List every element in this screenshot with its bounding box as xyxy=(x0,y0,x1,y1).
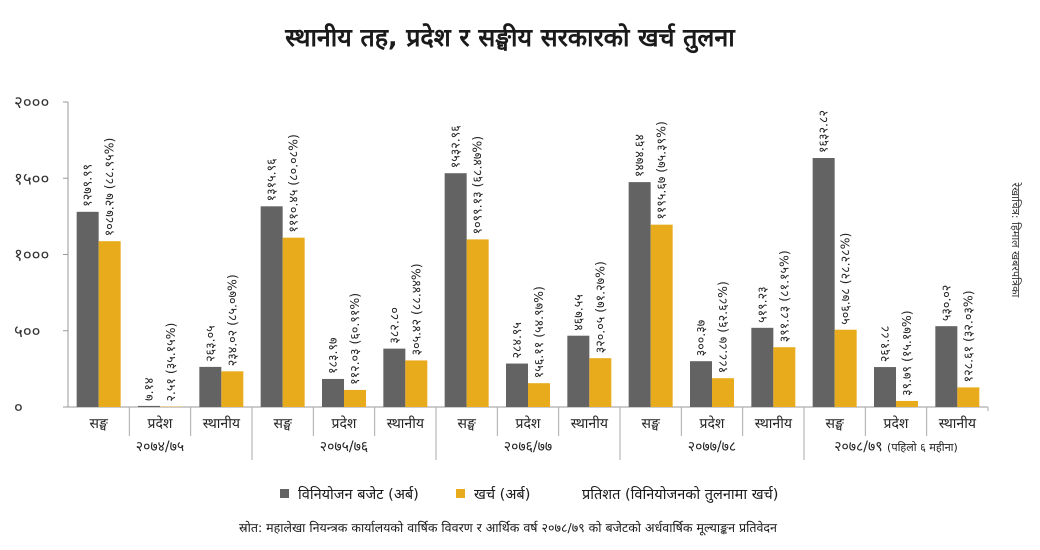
budget-value-label: १३१५.९६ xyxy=(264,158,279,201)
expense-bar xyxy=(834,329,857,407)
budget-bar xyxy=(935,326,958,407)
group-label: २०७५/७६ xyxy=(320,439,368,455)
budget-bar xyxy=(444,173,467,407)
group-label: २०७६/७७ xyxy=(504,439,552,455)
expense-bar xyxy=(466,239,489,407)
category-label: प्रदेश xyxy=(516,415,541,432)
bars xyxy=(76,157,980,407)
expense-value-label: ११९५.६७ (७५.३९%) xyxy=(654,121,669,220)
budget-value-label: ३८२.८० xyxy=(386,307,401,343)
budget-value-label: ७.१४ xyxy=(141,377,156,400)
x-axis-labels: सङ्घ प्रदेश स्थानीय २०७४/७५ सङ्घ प्रदेश स्थानी… xyxy=(90,415,977,455)
category-label: सङ्घ xyxy=(642,416,661,432)
budget-value-label: ४६७.५५ xyxy=(570,294,585,330)
category-label: प्रदेश xyxy=(332,415,357,432)
category-label: स्थानीय xyxy=(571,415,609,432)
budget-bar xyxy=(76,211,99,407)
category-label: सङ्घ xyxy=(274,416,293,432)
group-note: (पहिलो ६ महीना) xyxy=(887,441,958,454)
category-label: स्थानीय xyxy=(755,415,793,432)
data-labels: १२७९.९९ १०८७.२७ (८८.९५%) ७.१४ २.५१ (३५.१५%)… xyxy=(80,110,976,402)
source-note: स्रोत: महालेखा नियन्त्रक कार्यालयको वार्… xyxy=(239,520,778,536)
expense-value-label: ३०५.४२ (८८.४४%) xyxy=(408,263,423,355)
expense-value-label: ११२.०३ (६०.९१%) xyxy=(347,293,362,385)
expense-bar xyxy=(896,400,918,407)
category-label: स्थानीय xyxy=(387,415,425,432)
budget-value-label: ५१९.२३ xyxy=(754,286,769,322)
legend-label-budget: विनियोजन बजेट (अर्ब) xyxy=(298,486,419,503)
budget-bar xyxy=(138,405,160,407)
budget-value-label: ३००.३७ xyxy=(693,320,708,356)
expense-value-label: १११०.४५ (८०.०८%) xyxy=(286,134,301,233)
budget-bar xyxy=(199,366,222,407)
group-year: २०७८/७९ xyxy=(834,439,887,455)
budget-bar xyxy=(383,348,406,407)
expense-value-label: ३२०.०५ (७१.२७%) xyxy=(592,261,607,353)
legend-label-expense: खर्च (अर्ब) xyxy=(474,486,530,503)
budget-bar xyxy=(506,363,528,407)
expense-value-label: ३९.७९ (१५.१७%) xyxy=(899,310,914,396)
expense-value-label: २३४.०२ (८५.०७%) xyxy=(224,274,239,366)
expense-value-label: १८८.८७ (६२.६८%) xyxy=(715,281,730,373)
group-label: २०७७/७८ xyxy=(688,439,736,455)
expense-value-label: ३९१.८३ (८१.१५%) xyxy=(776,250,791,342)
y-tick-label: १५०० xyxy=(14,169,49,189)
budget-bar xyxy=(260,206,283,407)
expense-value-label: २.५१ (३५.१५%) xyxy=(163,323,178,402)
budget-value-label: २८४.९५ xyxy=(509,322,524,358)
category-label: सङ्घ xyxy=(826,416,845,432)
expense-value-label: १५६.११ (५४.९७%) xyxy=(531,286,546,378)
budget-value-label: २६३.०५ xyxy=(202,325,217,361)
expense-bar xyxy=(650,224,673,407)
budget-value-label: १४७४.६४ xyxy=(632,134,647,177)
budget-value-label: १८३.९७ xyxy=(325,337,340,373)
category-label: सङ्घ xyxy=(90,416,109,432)
budget-bar xyxy=(628,182,651,407)
category-label: सङ्घ xyxy=(458,416,477,432)
budget-value-label: १६३२.८२ xyxy=(816,110,831,153)
chart-title: स्थानीय तह, प्रदेश र सङ्घीय सरकारको खर्च… xyxy=(284,23,736,54)
y-tick-label: २००० xyxy=(14,93,49,113)
expense-bar xyxy=(344,389,366,407)
expense-bar xyxy=(98,241,121,407)
expense-bar xyxy=(282,237,305,407)
y-tick-label: ० xyxy=(14,398,23,418)
expense-value-label: १०९९.१३ (६८.४७%) xyxy=(470,136,485,235)
budget-value-label: १५३२.९६ xyxy=(448,125,463,168)
budget-value-label: १२७९.९९ xyxy=(80,164,95,207)
budget-value-label: ५३०.०२ xyxy=(938,285,953,321)
chart-credit: रेखाचित्र: हिमाल खबरपत्रिका xyxy=(1009,182,1022,298)
legend-swatch-expense xyxy=(456,489,465,498)
expense-bar xyxy=(221,371,244,407)
legend: विनियोजन बजेट (अर्ब) खर्च (अर्ब) प्रतिशत… xyxy=(280,486,778,503)
legend-label-percentage: प्रतिशत (विनियोजनको तुलनामा खर्च) xyxy=(582,486,778,503)
legend-swatch-budget xyxy=(280,489,289,498)
budget-bar xyxy=(874,367,896,407)
category-label: स्थानीय xyxy=(203,415,241,432)
budget-bar xyxy=(690,361,712,407)
group-label: २०७८/७९ (पहिलो ६ महीना) xyxy=(834,439,958,455)
expense-value-label: १०८७.२७ (८८.९५%) xyxy=(102,138,117,237)
category-label: प्रदेश xyxy=(148,415,173,432)
budget-bar xyxy=(812,157,835,407)
category-label: प्रदेश xyxy=(700,415,725,432)
budget-value-label: २६१.८८ xyxy=(877,326,892,362)
expense-bar xyxy=(712,378,734,407)
budget-bar xyxy=(322,378,344,407)
group-label: २०७४/७५ xyxy=(136,439,184,455)
expense-value-label: १२८.६१ (३२.०३%) xyxy=(960,290,975,382)
expense-bar xyxy=(405,360,428,407)
expense-value-label: ५०६.७८ (२८.२८%) xyxy=(838,233,853,325)
budget-bar xyxy=(751,327,774,407)
expense-bar xyxy=(773,347,796,407)
category-label: प्रदेश xyxy=(884,415,909,432)
y-tick-label: १००० xyxy=(14,246,49,266)
expense-bar xyxy=(528,383,550,407)
expense-bar xyxy=(957,387,980,407)
expense-bar xyxy=(589,358,612,407)
budget-bar xyxy=(567,335,590,407)
category-label: स्थानीय xyxy=(939,415,977,432)
y-tick-label: ५०० xyxy=(14,322,41,342)
